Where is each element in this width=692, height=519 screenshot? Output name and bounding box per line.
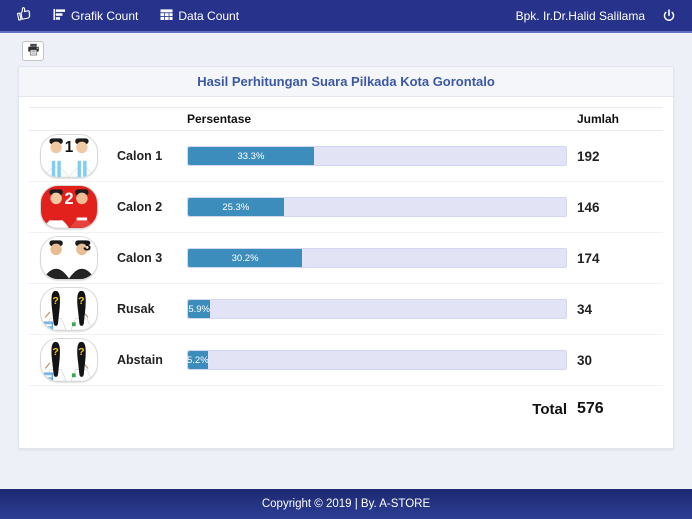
candidate-number: 2: [64, 190, 73, 208]
nav-item-label: Data Count: [178, 8, 240, 23]
row-value: 146: [577, 199, 600, 215]
candidate-2-photo: 2: [40, 185, 98, 229]
progress-bar: 33.3%: [187, 146, 567, 166]
top-navbar: Grafik Count Data Count Bpk. Ir.Dr.Halid…: [0, 0, 692, 33]
row-label: Calon 3: [117, 251, 163, 265]
page-title: Hasil Perhitungan Suara Pilkada Kota Gor…: [197, 74, 495, 89]
row-label: Rusak: [117, 302, 155, 316]
progress-bar: 30.2%: [187, 248, 567, 268]
table-header-row: Persentase Jumlah: [29, 107, 663, 131]
nav-item-label: Grafik Count: [71, 8, 139, 23]
svg-text:?: ?: [52, 346, 58, 358]
navbar-right: Bpk. Ir.Dr.Halid Salilama: [516, 0, 692, 31]
progress-fill: 5.2%: [187, 351, 209, 369]
progress-percent-label: 5.2%: [187, 354, 209, 366]
table-row: 2 Calon 2 25.3% 146: [29, 182, 663, 233]
nav-data-count[interactable]: Data Count: [149, 0, 250, 31]
progress-bar: 5.9%: [187, 299, 567, 319]
row-label: Abstain: [117, 353, 163, 367]
progress-percent-label: 25.3%: [222, 201, 250, 213]
panel-heading: Hasil Perhitungan Suara Pilkada Kota Gor…: [19, 67, 673, 97]
total-value: 576: [577, 400, 604, 417]
power-icon[interactable]: [662, 8, 676, 23]
row-label: Calon 2: [117, 200, 163, 214]
progress-fill: 33.3%: [188, 147, 314, 165]
row-value: 30: [577, 352, 593, 368]
progress-fill: 5.9%: [188, 300, 211, 318]
printer-icon: [27, 43, 40, 59]
brand-link[interactable]: [0, 0, 42, 31]
navbar-left: Grafik Count Data Count: [0, 0, 250, 31]
row-value: 174: [577, 250, 600, 266]
total-label: Total: [532, 400, 567, 418]
row-value: 34: [577, 301, 593, 317]
candidate-1-photo: 1: [40, 134, 98, 178]
table-row: ? ?: [29, 284, 663, 335]
main-content: Hasil Perhitungan Suara Pilkada Kota Gor…: [0, 33, 692, 449]
progress-percent-label: 33.3%: [237, 150, 265, 162]
row-label: Calon 1: [117, 149, 163, 163]
results-panel: Hasil Perhitungan Suara Pilkada Kota Gor…: [18, 66, 674, 449]
progress-bar: 25.3%: [187, 197, 567, 217]
svg-text:?: ?: [78, 295, 84, 307]
candidate-3-photo: 3: [40, 236, 98, 280]
progress-fill: 25.3%: [188, 198, 284, 216]
column-header-jumlah: Jumlah: [577, 112, 620, 126]
bar-chart-icon: [53, 8, 66, 24]
print-button[interactable]: [22, 41, 44, 61]
nav-grafik-count[interactable]: Grafik Count: [42, 0, 149, 31]
progress-fill: 30.2%: [188, 249, 303, 267]
row-value: 192: [577, 148, 600, 164]
progress-percent-label: 5.9%: [188, 303, 210, 315]
table-icon: [160, 8, 173, 24]
progress-percent-label: 30.2%: [231, 252, 259, 264]
rusak-photo: ? ?: [40, 287, 98, 331]
panel-body: Persentase Jumlah: [19, 97, 673, 448]
user-name[interactable]: Bpk. Ir.Dr.Halid Salilama: [515, 8, 645, 23]
table-row: 3 Calon 3 30.2% 174: [29, 233, 663, 284]
progress-bar: 5.2%: [187, 350, 567, 370]
total-row: Total 576: [29, 386, 663, 432]
column-header-persentase: Persentase: [187, 112, 252, 126]
thumbs-up-icon: [16, 5, 32, 26]
abstain-photo: ? ?: [40, 338, 98, 382]
table-row: ? ?: [29, 335, 663, 386]
table-row: 1 Calon 1 33.3% 192: [29, 131, 663, 182]
svg-text:?: ?: [52, 295, 58, 307]
svg-text:?: ?: [78, 346, 84, 358]
candidate-number: 3: [83, 238, 91, 254]
candidate-number: 1: [65, 139, 74, 156]
page-footer: Copyright © 2019 | By. A-STORE: [0, 489, 692, 519]
copyright-text: Copyright © 2019 | By. A-STORE: [261, 498, 431, 510]
